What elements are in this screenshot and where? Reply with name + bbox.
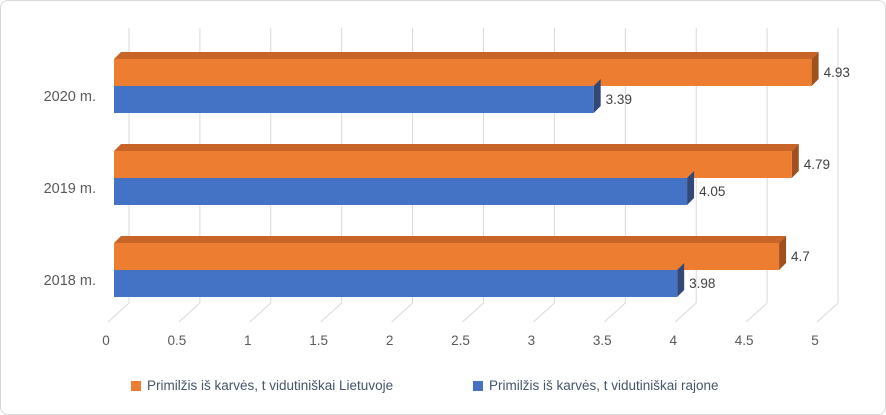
x-tick-label: 3	[528, 333, 536, 348]
bar-top-face	[114, 236, 787, 243]
gridline-floor-segment	[816, 302, 839, 323]
legend-marker-rajone-icon	[473, 380, 483, 391]
x-tick-label: 3.5	[593, 333, 612, 348]
bar	[114, 270, 678, 297]
gridline-floor-segment	[462, 302, 484, 323]
y-category-label: 2020 m.	[44, 89, 96, 105]
x-tick-label: 4	[669, 333, 677, 348]
bar-top-face	[114, 144, 799, 151]
x-tick-label: 2.5	[451, 333, 470, 348]
x-tick-label: 0.5	[168, 333, 187, 348]
y-category-label: 2018 m.	[44, 273, 96, 289]
bar-data-label: 4.79	[804, 157, 830, 172]
bar-data-label: 4.05	[699, 184, 725, 199]
bar	[114, 151, 792, 178]
bar	[114, 86, 594, 113]
x-tick-label: 1	[244, 333, 252, 348]
gridline-floor-segment	[107, 302, 130, 323]
bar-top-face	[114, 52, 819, 59]
legend-label-lietuvoje: Primilžis iš karvės, t vidutiniškai Liet…	[147, 378, 394, 393]
bar-data-label: 4.7	[791, 249, 810, 264]
gridline-floor-segment	[603, 302, 626, 323]
x-tick-label: 2	[386, 333, 394, 348]
bar-side-face	[791, 144, 799, 178]
x-tick-label: 0	[102, 333, 110, 348]
bar	[114, 178, 688, 205]
bar-data-label: 3.98	[689, 276, 715, 291]
gridline-floor-segment	[249, 302, 272, 323]
legend-label-rajone: Primilžis iš karvės, t vidutiniškai rajo…	[489, 378, 719, 393]
legend-item-lietuvoje: Primilžis iš karvės, t vidutiniškai Liet…	[131, 378, 393, 393]
bar-side-face	[593, 79, 601, 113]
bar-data-label: 4.93	[824, 65, 850, 80]
x-tick-label: 1.5	[309, 333, 328, 348]
bar-side-face	[779, 236, 787, 270]
gridline-floor-segment	[533, 302, 555, 323]
legend-item-rajone: Primilžis iš karvės, t vidutiniškai rajo…	[473, 378, 719, 393]
y-category-label: 2019 m.	[44, 181, 96, 197]
gridline-floor-segment	[178, 302, 201, 323]
gridline-floor-segment	[674, 302, 697, 323]
bar	[114, 243, 780, 270]
gridline-floor-segment	[391, 302, 413, 323]
bar-data-label: 3.39	[606, 92, 632, 107]
bar-side-face	[677, 263, 685, 297]
x-tick-label: 5	[811, 333, 819, 348]
x-tick-label: 4.5	[735, 333, 754, 348]
bar-side-face	[687, 171, 695, 205]
legend-marker-lietuvoje-icon	[131, 380, 141, 391]
gridline-floor-segment	[320, 302, 343, 323]
gridline-floor-segment	[745, 302, 768, 323]
bar	[114, 59, 812, 86]
bar-side-face	[811, 52, 819, 86]
